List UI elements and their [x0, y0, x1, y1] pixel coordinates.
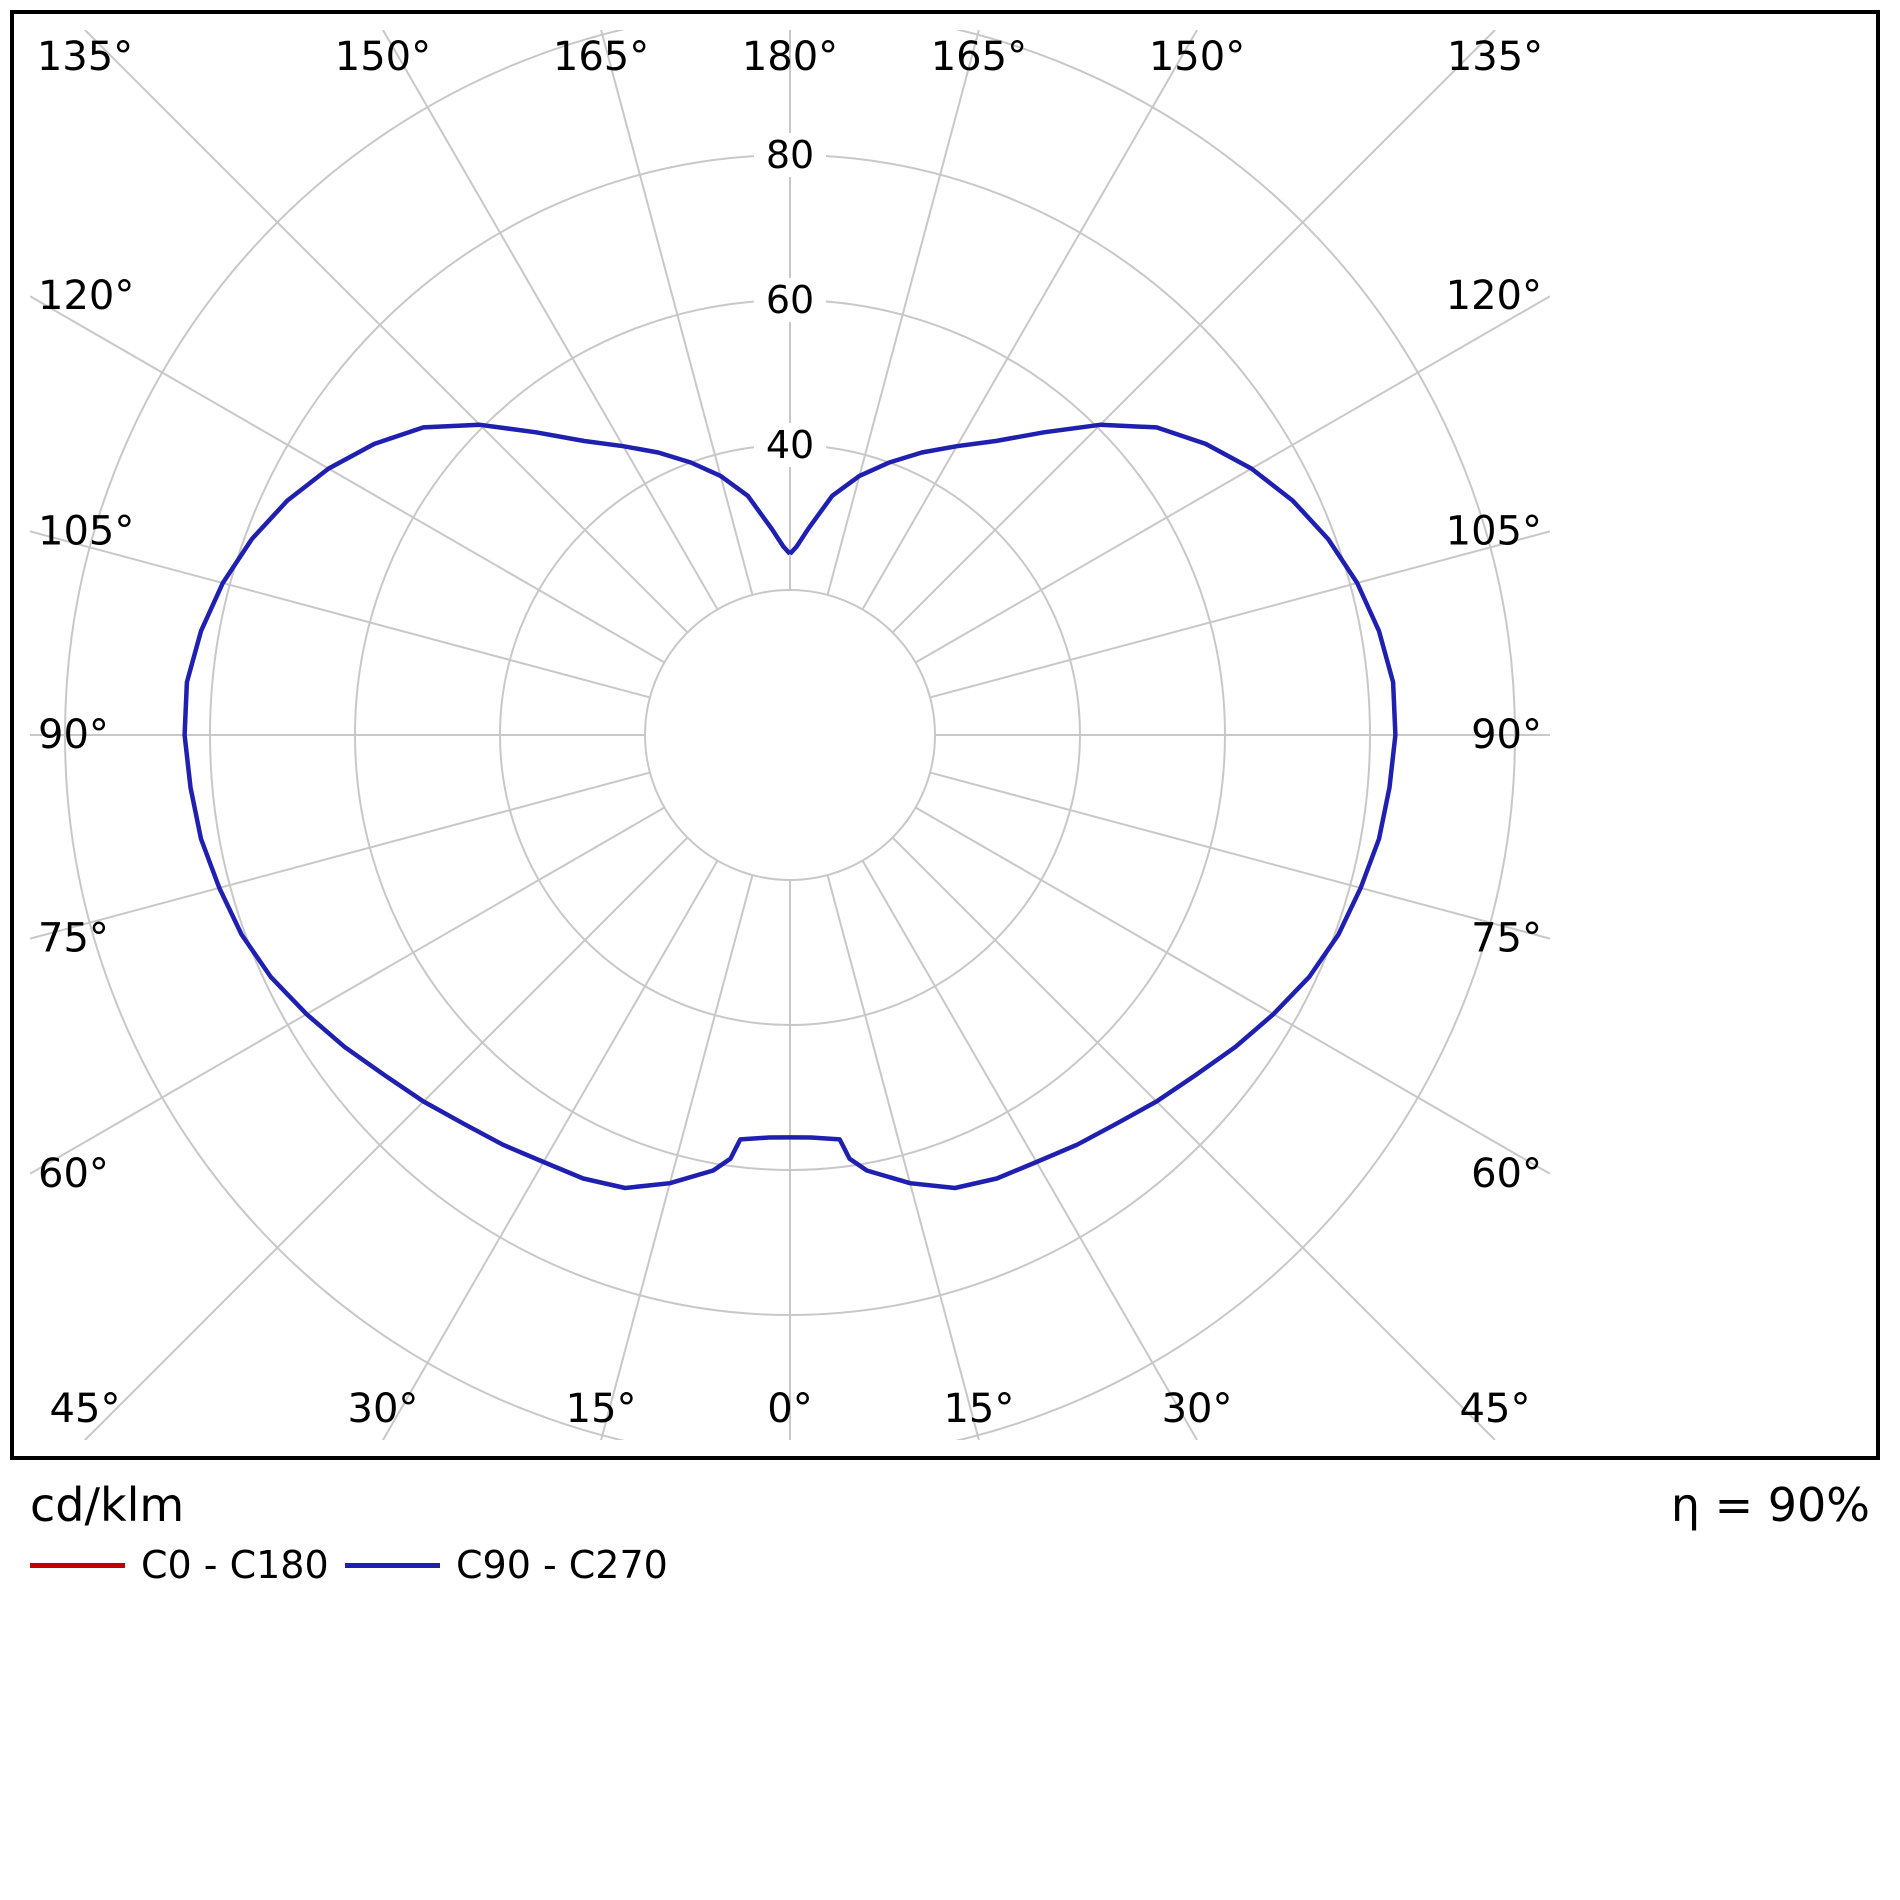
svg-text:135°: 135° [1447, 34, 1543, 80]
legend: C0 - C180 C90 - C270 [0, 1540, 1900, 1600]
svg-text:80: 80 [766, 133, 814, 177]
svg-text:180°: 180° [742, 34, 838, 80]
chart-frame: 40 60 80 0° 15° 15° 30° 30° 45° 45° 60° 60° 75° 75° 90… [10, 10, 1880, 1460]
svg-text:120°: 120° [1446, 273, 1542, 319]
svg-text:75°: 75° [38, 916, 109, 962]
svg-text:15°: 15° [943, 1386, 1014, 1432]
legend-label-c0-c180: C0 - C180 [141, 1543, 329, 1587]
legend-item-c90-c270: C90 - C270 [345, 1540, 668, 1590]
svg-text:90°: 90° [1471, 712, 1542, 758]
legend-item-c0-c180: C0 - C180 [30, 1540, 329, 1590]
svg-text:165°: 165° [931, 34, 1027, 80]
svg-text:45°: 45° [50, 1386, 121, 1432]
legend-line-blue [345, 1562, 440, 1568]
svg-text:120°: 120° [38, 273, 134, 319]
svg-text:75°: 75° [1471, 916, 1542, 962]
unit-label: cd/klm [30, 1478, 185, 1532]
svg-text:150°: 150° [1149, 34, 1245, 80]
svg-text:90°: 90° [38, 712, 109, 758]
svg-text:15°: 15° [566, 1386, 637, 1432]
legend-label-c90-c270: C90 - C270 [456, 1543, 668, 1587]
svg-text:60°: 60° [38, 1151, 109, 1197]
svg-text:135°: 135° [37, 34, 133, 80]
svg-text:60°: 60° [1471, 1151, 1542, 1197]
svg-text:30°: 30° [1162, 1386, 1233, 1432]
svg-text:60: 60 [766, 278, 814, 322]
svg-text:0°: 0° [767, 1386, 812, 1432]
polar-chart: 40 60 80 0° 15° 15° 30° 30° 45° 45° 60° 60° 75° 75° 90… [30, 30, 1550, 1440]
svg-text:30°: 30° [348, 1386, 419, 1432]
svg-text:150°: 150° [335, 34, 431, 80]
svg-text:105°: 105° [38, 508, 134, 554]
svg-text:105°: 105° [1446, 508, 1542, 554]
legend-line-red [30, 1562, 125, 1568]
efficiency-label: η = 90% [1670, 1478, 1870, 1532]
svg-text:40: 40 [766, 423, 814, 467]
svg-text:45°: 45° [1460, 1386, 1531, 1432]
svg-text:165°: 165° [553, 34, 649, 80]
